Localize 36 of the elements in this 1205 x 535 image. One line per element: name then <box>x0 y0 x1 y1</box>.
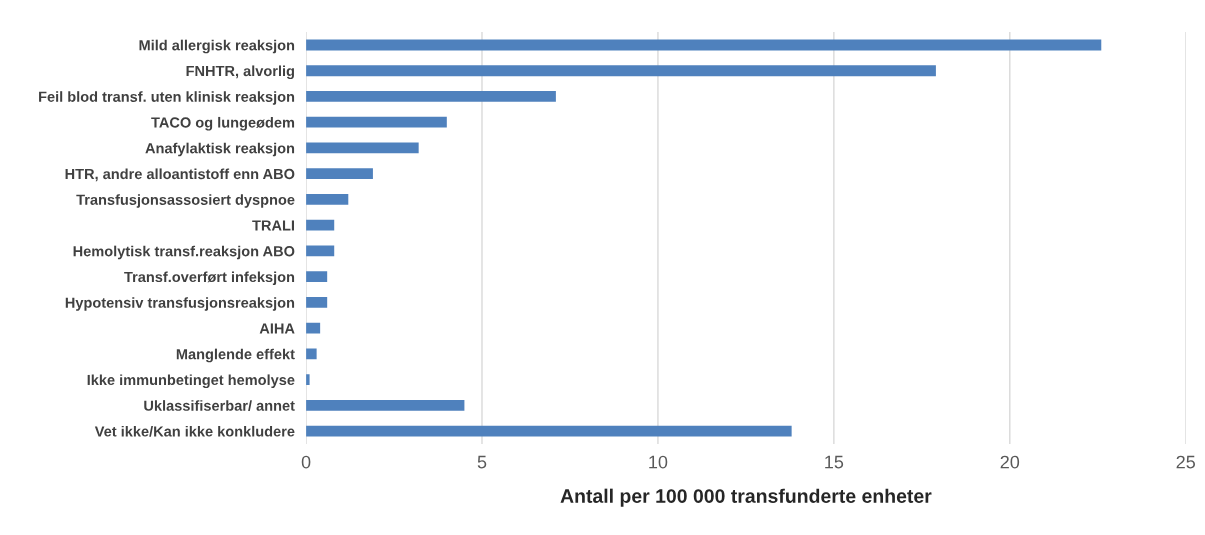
y-tick-label: Transf.overført infeksjon <box>124 271 295 286</box>
bar <box>306 39 1102 51</box>
y-tick-label: TRALI <box>252 220 294 231</box>
y-tick-label: TACO og lungeødem <box>151 116 295 131</box>
bar <box>306 142 419 154</box>
y-tick-label: Hypotensiv transfusjonsreaksjon <box>65 297 295 311</box>
x-tick-label: 10 <box>649 455 668 469</box>
y-tick-label: Feil blod transf. uten klinisk reaksjon <box>39 91 295 105</box>
y-tick-label: Transfusjonsassosiert dyspnoe <box>76 194 295 208</box>
bar <box>306 219 335 231</box>
y-tick-label: Hemolytisk transf.reaksjon ABO <box>73 245 295 260</box>
bar <box>306 168 373 180</box>
y-tick-label: FNHTR, alvorlig <box>186 65 294 80</box>
y-tick-label: AIHA <box>259 323 295 334</box>
bar <box>306 271 328 283</box>
y-tick-label: Vet ikke/Kan ikke konkludere <box>94 425 295 437</box>
y-tick-label: Anafylaktisk reaksjon <box>145 142 295 157</box>
bar <box>306 65 936 77</box>
bar <box>306 400 465 411</box>
bar <box>306 116 447 128</box>
x-tick-label: 15 <box>825 455 844 469</box>
bar <box>306 425 792 437</box>
x-tick-label: 25 <box>1176 455 1196 469</box>
y-tick-label: Ikke immunbetinget hemolyse <box>87 374 295 389</box>
bar <box>306 322 321 334</box>
x-tick-label: 0 <box>301 455 311 469</box>
y-tick-label: Mild allergisk reaksjon <box>139 39 295 54</box>
y-tick-label: Manglende effekt <box>176 348 295 363</box>
x-tick-label: 20 <box>1000 455 1020 469</box>
bar <box>306 91 556 102</box>
y-tick-label: HTR, andre alloantistoff enn ABO <box>65 168 295 182</box>
x-axis-title: Antall per 100 000 transfunderte enheter <box>560 488 932 507</box>
bar <box>306 194 349 205</box>
bar <box>306 297 328 308</box>
x-tick-label: 5 <box>477 455 487 469</box>
y-tick-label: Uklassifiserbar/ annet <box>144 400 295 412</box>
